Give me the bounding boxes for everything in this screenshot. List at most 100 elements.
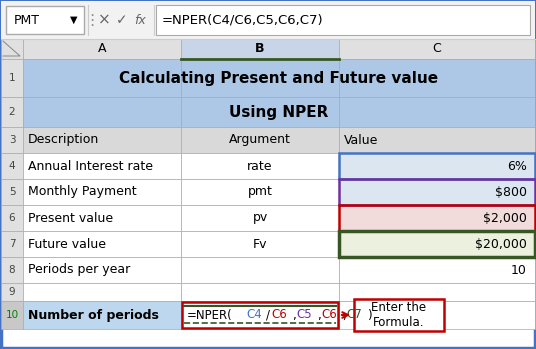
Bar	[339, 205, 535, 231]
Text: 5: 5	[9, 187, 16, 197]
Text: =NPER(C4/C6,C5,C6,C7): =NPER(C4/C6,C5,C6,C7)	[162, 14, 324, 27]
Text: C5: C5	[297, 309, 312, 321]
Text: 3: 3	[9, 135, 16, 145]
Text: 1: 1	[9, 73, 16, 83]
Bar	[23, 205, 181, 231]
Bar	[182, 302, 338, 328]
Text: 8: 8	[9, 265, 16, 275]
Bar	[1, 97, 23, 127]
Bar	[354, 299, 444, 331]
Bar	[1, 179, 23, 205]
Bar	[23, 301, 181, 329]
Text: pmt: pmt	[248, 186, 272, 199]
Bar	[339, 231, 535, 257]
Bar	[181, 59, 339, 97]
Bar	[1, 59, 23, 97]
Bar	[1, 231, 23, 257]
Bar	[339, 301, 535, 329]
Bar	[339, 257, 535, 283]
Bar	[339, 231, 535, 257]
Text: C: C	[433, 43, 441, 55]
Text: 9: 9	[9, 287, 16, 297]
Bar	[1, 39, 23, 59]
Text: $800: $800	[495, 186, 527, 199]
Bar	[181, 179, 339, 205]
Text: rate: rate	[247, 159, 273, 172]
Text: Monthly Payment: Monthly Payment	[28, 186, 137, 199]
Text: Enter the
Formula.: Enter the Formula.	[371, 301, 427, 329]
Bar	[339, 205, 535, 231]
Bar	[181, 153, 339, 179]
Text: Fv: Fv	[253, 238, 267, 251]
Text: Annual Interest rate: Annual Interest rate	[28, 159, 153, 172]
Bar	[23, 39, 181, 59]
Text: C6: C6	[322, 309, 338, 321]
Text: ×: ×	[98, 13, 110, 28]
Bar	[23, 153, 181, 179]
Bar	[339, 59, 535, 97]
Bar	[339, 39, 535, 59]
Bar	[181, 301, 339, 329]
Bar	[1, 205, 23, 231]
Bar	[23, 283, 181, 301]
Bar	[1, 301, 23, 329]
Text: ▼: ▼	[70, 15, 78, 25]
Text: C6: C6	[272, 309, 287, 321]
Text: Future value: Future value	[28, 238, 106, 251]
Text: Present value: Present value	[28, 211, 113, 224]
Bar	[6, 6, 84, 34]
Text: PMT: PMT	[14, 14, 40, 27]
Bar	[181, 97, 339, 127]
Text: ,: ,	[292, 309, 295, 321]
Text: $2,000: $2,000	[483, 211, 527, 224]
Text: Argument: Argument	[229, 134, 291, 147]
Bar	[23, 97, 181, 127]
Text: 7: 7	[9, 239, 16, 249]
Bar	[1, 1, 535, 39]
Bar	[339, 97, 535, 127]
Text: 6%: 6%	[507, 159, 527, 172]
Bar	[339, 179, 535, 205]
Text: Value: Value	[344, 134, 378, 147]
Text: ⋮: ⋮	[84, 13, 100, 28]
Bar	[181, 39, 339, 59]
Text: ,: ,	[342, 309, 346, 321]
Text: 2: 2	[9, 107, 16, 117]
Bar	[1, 283, 23, 301]
Text: Calculating Present and Future value: Calculating Present and Future value	[120, 70, 438, 86]
Text: 10: 10	[5, 310, 19, 320]
Text: 10: 10	[511, 263, 527, 276]
Text: C7: C7	[347, 309, 362, 321]
Text: Description: Description	[28, 134, 99, 147]
Bar	[1, 127, 23, 153]
Text: Number of periods: Number of periods	[28, 309, 159, 321]
Text: ,: ,	[317, 309, 321, 321]
Text: pv: pv	[252, 211, 267, 224]
Bar	[339, 283, 535, 301]
Text: ✓: ✓	[116, 13, 128, 27]
Bar	[339, 153, 535, 179]
Bar	[181, 205, 339, 231]
Bar	[23, 127, 181, 153]
Bar	[181, 231, 339, 257]
Text: 4: 4	[9, 161, 16, 171]
Bar	[181, 257, 339, 283]
Text: Using NPER: Using NPER	[229, 104, 329, 119]
Text: A: A	[98, 43, 106, 55]
Bar	[23, 257, 181, 283]
Bar	[181, 283, 339, 301]
Text: C4: C4	[246, 309, 262, 321]
Bar	[1, 257, 23, 283]
Bar	[156, 5, 530, 35]
Bar	[181, 127, 339, 153]
Text: B: B	[255, 43, 265, 55]
Bar	[339, 179, 535, 205]
Bar	[339, 127, 535, 153]
Bar	[23, 179, 181, 205]
Bar	[1, 153, 23, 179]
Text: 6: 6	[9, 213, 16, 223]
Text: $20,000: $20,000	[475, 238, 527, 251]
Text: ): )	[367, 309, 372, 321]
Text: =NPER(: =NPER(	[187, 309, 233, 321]
Text: /: /	[266, 309, 270, 321]
